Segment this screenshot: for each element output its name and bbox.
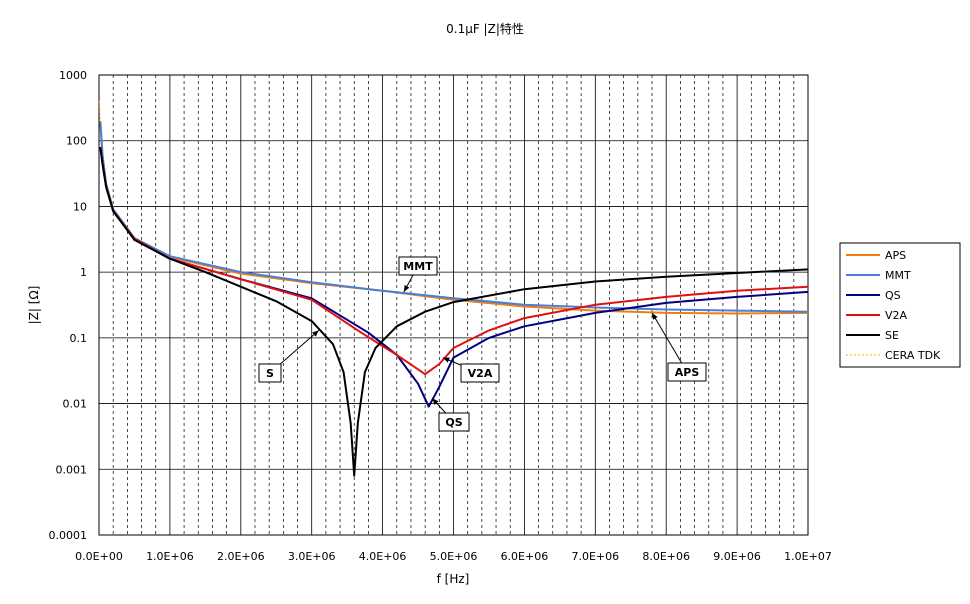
annotation-arrowhead xyxy=(442,357,450,363)
y-tick-label: 100 xyxy=(66,135,87,148)
y-tick-label: 1000 xyxy=(59,69,87,82)
x-tick-label: 9.0E+06 xyxy=(713,550,761,563)
x-tick-label: 4.0E+06 xyxy=(359,550,407,563)
series-lines xyxy=(98,101,809,477)
x-tick-label: 8.0E+06 xyxy=(642,550,690,563)
y-axis-title: |Z| [Ω] xyxy=(27,286,41,325)
y-tick-label: 1 xyxy=(80,266,87,279)
annotation-arrow xyxy=(651,312,688,373)
annotation-label: APS xyxy=(675,366,700,379)
x-tick-label: 6.0E+06 xyxy=(501,550,549,563)
chart-title: 0.1μF |Z|特性 xyxy=(446,21,524,36)
y-tick-label: 0.001 xyxy=(56,463,88,476)
grid xyxy=(98,74,809,536)
annotation-box xyxy=(258,363,282,383)
legend-label: MMT xyxy=(885,269,911,282)
annotation-box xyxy=(398,256,438,276)
legend-label: APS xyxy=(885,249,906,262)
legend: APS MMT QS V2A SE CERA TDK xyxy=(839,242,961,368)
annotation-label: QS xyxy=(445,416,462,429)
legend-box xyxy=(839,242,961,368)
annotation-box xyxy=(667,362,707,382)
y-tick-label: 0.0001 xyxy=(49,529,88,542)
annotation-box xyxy=(460,363,500,383)
x-axis-title: f [Hz] xyxy=(437,572,470,586)
annotation-arrowhead xyxy=(652,312,658,320)
legend-label: SE xyxy=(885,329,899,342)
series-se xyxy=(99,146,809,477)
annotation-label: S xyxy=(266,367,274,380)
x-tick-label: 3.0E+06 xyxy=(288,550,336,563)
x-tick-label: 0.0E+00 xyxy=(75,550,123,563)
legend-label: V2A xyxy=(885,309,908,322)
annotation-arrowhead xyxy=(312,330,319,337)
annotation-arrowhead xyxy=(432,398,439,405)
legend-label: CERA TDK xyxy=(885,349,941,362)
annotation-label: V2A xyxy=(468,367,493,380)
annotations: MMT S V2A QS APS xyxy=(258,256,707,432)
legend-label: QS xyxy=(885,289,901,302)
y-tick-label: 0.1 xyxy=(70,332,88,345)
x-tick-label: 2.0E+06 xyxy=(217,550,265,563)
x-tick-label: 7.0E+06 xyxy=(571,550,619,563)
y-tick-label: 10 xyxy=(73,200,87,213)
x-tick-label: 1.0E+07 xyxy=(784,550,832,563)
tick-labels: 0.0E+00 1.0E+06 2.0E+06 3.0E+06 4.0E+06 5.0E+… xyxy=(49,69,832,563)
plot-border xyxy=(98,74,809,536)
y-tick-label: 0.01 xyxy=(63,398,88,411)
annotation-box xyxy=(438,412,470,432)
x-tick-label: 1.0E+06 xyxy=(146,550,194,563)
x-tick-label: 5.0E+06 xyxy=(430,550,478,563)
annotation-arrowhead xyxy=(403,284,410,292)
annotation-label: MMT xyxy=(403,260,433,273)
series-cera-tdk xyxy=(98,101,107,187)
